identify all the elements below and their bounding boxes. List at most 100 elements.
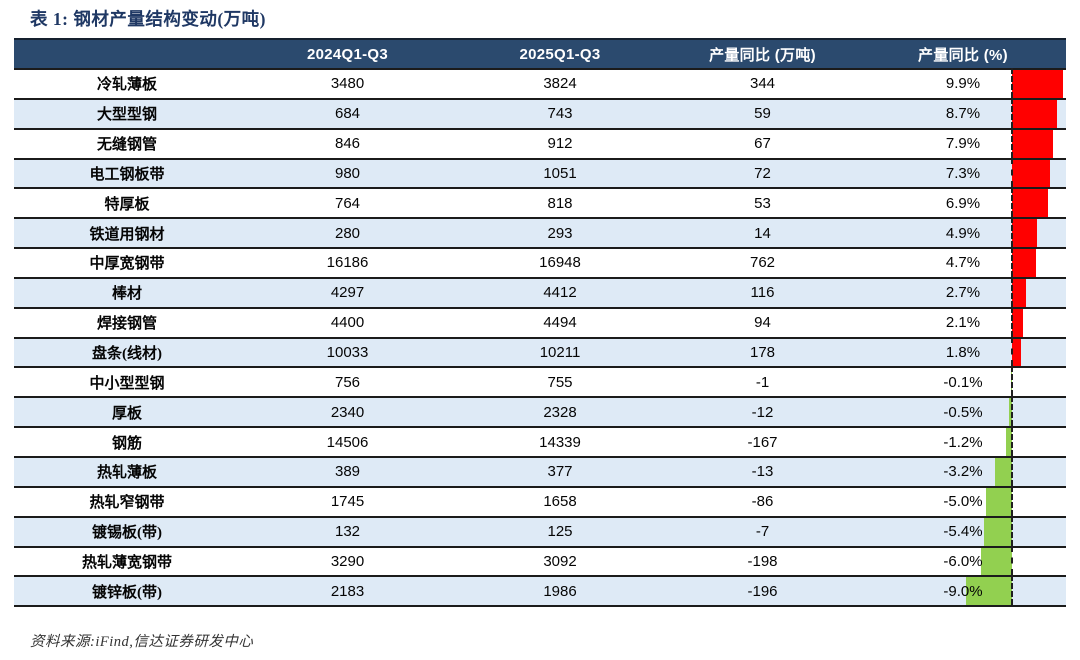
product-name-cell: 中小型型钢 xyxy=(89,375,165,392)
value-2025-cell: 2328 xyxy=(543,403,577,421)
zero-axis-line xyxy=(1011,217,1013,248)
yoy-pct-value: 4.7% xyxy=(945,254,981,272)
yoy-pct-value: 2.1% xyxy=(945,314,981,332)
zero-axis-line xyxy=(1011,515,1013,546)
zero-axis-line xyxy=(1011,575,1013,606)
positive-yoy-bar xyxy=(1012,129,1053,158)
value-2025-cell: 818 xyxy=(547,194,573,212)
value-2024-cell: 4400 xyxy=(330,314,365,332)
yoy-abs-cell: -13 xyxy=(751,463,774,481)
yoy-pct-cell: -5.0% xyxy=(860,485,1066,516)
product-name-cell: 热轧薄宽钢带 xyxy=(81,554,172,571)
value-2025-cell: 293 xyxy=(547,224,573,242)
positive-yoy-bar xyxy=(1012,70,1063,98)
yoy-pct-cell: 7.3% xyxy=(860,157,1066,188)
value-2025-cell: 743 xyxy=(547,105,573,123)
yoy-pct-cell: 4.9% xyxy=(860,217,1066,248)
product-name-cell: 电工钢板带 xyxy=(89,166,165,183)
table-row: 热轧薄宽钢带 3290 3092 -198 -6.0% xyxy=(14,545,1066,576)
yoy-pct-value: -6.0% xyxy=(943,552,983,570)
zero-axis-line xyxy=(1011,276,1013,307)
product-name-cell: 镀锡板(带) xyxy=(92,525,162,542)
product-name-cell: 棒材 xyxy=(111,286,142,303)
yoy-pct-value: -0.5% xyxy=(943,403,983,421)
zero-axis-line xyxy=(1011,485,1013,516)
table-row: 电工钢板带 980 1051 72 7.3% xyxy=(14,157,1066,188)
zero-axis-line xyxy=(1011,127,1013,158)
zero-axis-line xyxy=(1011,97,1013,128)
yoy-pct-value: -0.1% xyxy=(943,373,983,391)
yoy-abs-cell: -1 xyxy=(755,373,770,391)
negative-yoy-bar xyxy=(966,577,1012,606)
source-note: 资料来源:iFind,信达证券研发中心 xyxy=(30,634,254,650)
yoy-pct-value: 6.9% xyxy=(945,194,981,212)
product-name-cell: 中厚宽钢带 xyxy=(89,256,165,273)
yoy-pct-cell: 2.1% xyxy=(860,306,1066,337)
yoy-pct-value: -1.2% xyxy=(943,433,983,451)
positive-yoy-bar xyxy=(1012,308,1023,337)
value-2025-cell: 3092 xyxy=(543,552,577,570)
yoy-pct-value: 7.3% xyxy=(945,164,981,182)
table-row: 特厚板 764 818 53 6.9% xyxy=(14,187,1066,218)
table-header-row: 2024Q1-Q3 2025Q1-Q3 产量同比 (万吨) 产量同比 (%) xyxy=(14,38,1066,68)
header-yoy-abs: 产量同比 (万吨) xyxy=(709,46,816,64)
zero-axis-line xyxy=(1011,455,1013,486)
yoy-pct-cell: 6.9% xyxy=(860,187,1066,218)
value-2024-cell: 846 xyxy=(334,135,361,153)
value-2024-cell: 14506 xyxy=(326,433,369,451)
table-row: 铁道用钢材 280 293 14 4.9% xyxy=(14,217,1066,248)
product-name-cell: 热轧窄钢带 xyxy=(89,495,165,512)
value-2024-cell: 3480 xyxy=(330,75,365,93)
value-2025-cell: 1658 xyxy=(543,493,577,511)
value-2025-cell: 4494 xyxy=(543,314,577,332)
yoy-abs-cell: -198 xyxy=(747,552,778,570)
yoy-abs-cell: 14 xyxy=(754,224,771,242)
product-name-cell: 钢筋 xyxy=(111,435,142,452)
table-row: 棒材 4297 4412 116 2.7% xyxy=(14,276,1066,307)
yoy-abs-cell: 67 xyxy=(754,135,771,153)
yoy-abs-cell: 344 xyxy=(749,75,776,93)
yoy-abs-cell: 72 xyxy=(754,164,771,182)
negative-yoy-bar xyxy=(984,517,1012,546)
value-2024-cell: 389 xyxy=(334,463,361,481)
zero-axis-line xyxy=(1011,396,1013,427)
yoy-pct-value: -3.2% xyxy=(943,463,983,481)
product-name-cell: 无缝钢管 xyxy=(96,137,157,154)
value-2025-cell: 14339 xyxy=(539,433,581,451)
value-2024-cell: 16186 xyxy=(326,254,369,272)
value-2025-cell: 3824 xyxy=(543,75,577,93)
yoy-pct-cell: 4.7% xyxy=(860,247,1066,277)
table-row: 热轧薄板 389 377 -13 -3.2% xyxy=(14,455,1066,486)
yoy-pct-cell: 9.9% xyxy=(860,68,1066,98)
positive-yoy-bar xyxy=(1012,278,1026,307)
zero-axis-line xyxy=(1011,187,1013,218)
negative-yoy-bar xyxy=(1009,398,1012,427)
negative-yoy-bar xyxy=(986,487,1012,516)
negative-yoy-bar xyxy=(995,457,1012,486)
table-row: 冷轧薄板 3480 3824 344 9.9% xyxy=(14,68,1066,98)
yoy-pct-cell: 8.7% xyxy=(860,97,1066,128)
yoy-pct-cell: 2.7% xyxy=(860,276,1066,307)
zero-axis-line xyxy=(1011,366,1013,397)
yoy-abs-cell: -7 xyxy=(755,523,770,541)
value-2025-cell: 1051 xyxy=(543,164,577,182)
product-name-cell: 焊接钢管 xyxy=(96,316,157,333)
table-row: 厚板 2340 2328 -12 -0.5% xyxy=(14,396,1066,427)
value-2024-cell: 980 xyxy=(334,164,361,182)
value-2025-cell: 377 xyxy=(547,463,573,481)
value-2024-cell: 764 xyxy=(334,194,361,212)
table-title: 表 1: 钢材产量结构变动(万吨) xyxy=(30,9,266,29)
yoy-pct-cell: 1.8% xyxy=(860,336,1066,367)
yoy-abs-cell: 94 xyxy=(754,314,771,332)
value-2024-cell: 3290 xyxy=(330,552,365,570)
yoy-pct-value: 9.9% xyxy=(945,75,981,93)
yoy-pct-cell: -9.0% xyxy=(860,575,1066,606)
value-2025-cell: 912 xyxy=(547,135,573,153)
negative-yoy-bar xyxy=(981,547,1012,576)
yoy-pct-value: 4.9% xyxy=(945,224,981,242)
table-body: 冷轧薄板 3480 3824 344 9.9% 大型型钢 684 743 59 8.7% 无缝钢管 8… xyxy=(14,68,1066,606)
yoy-pct-cell: -5.4% xyxy=(860,515,1066,546)
table-row: 钢筋 14506 14339 -167 -1.2% xyxy=(14,426,1066,456)
table-row: 热轧窄钢带 1745 1658 -86 -5.0% xyxy=(14,485,1066,516)
